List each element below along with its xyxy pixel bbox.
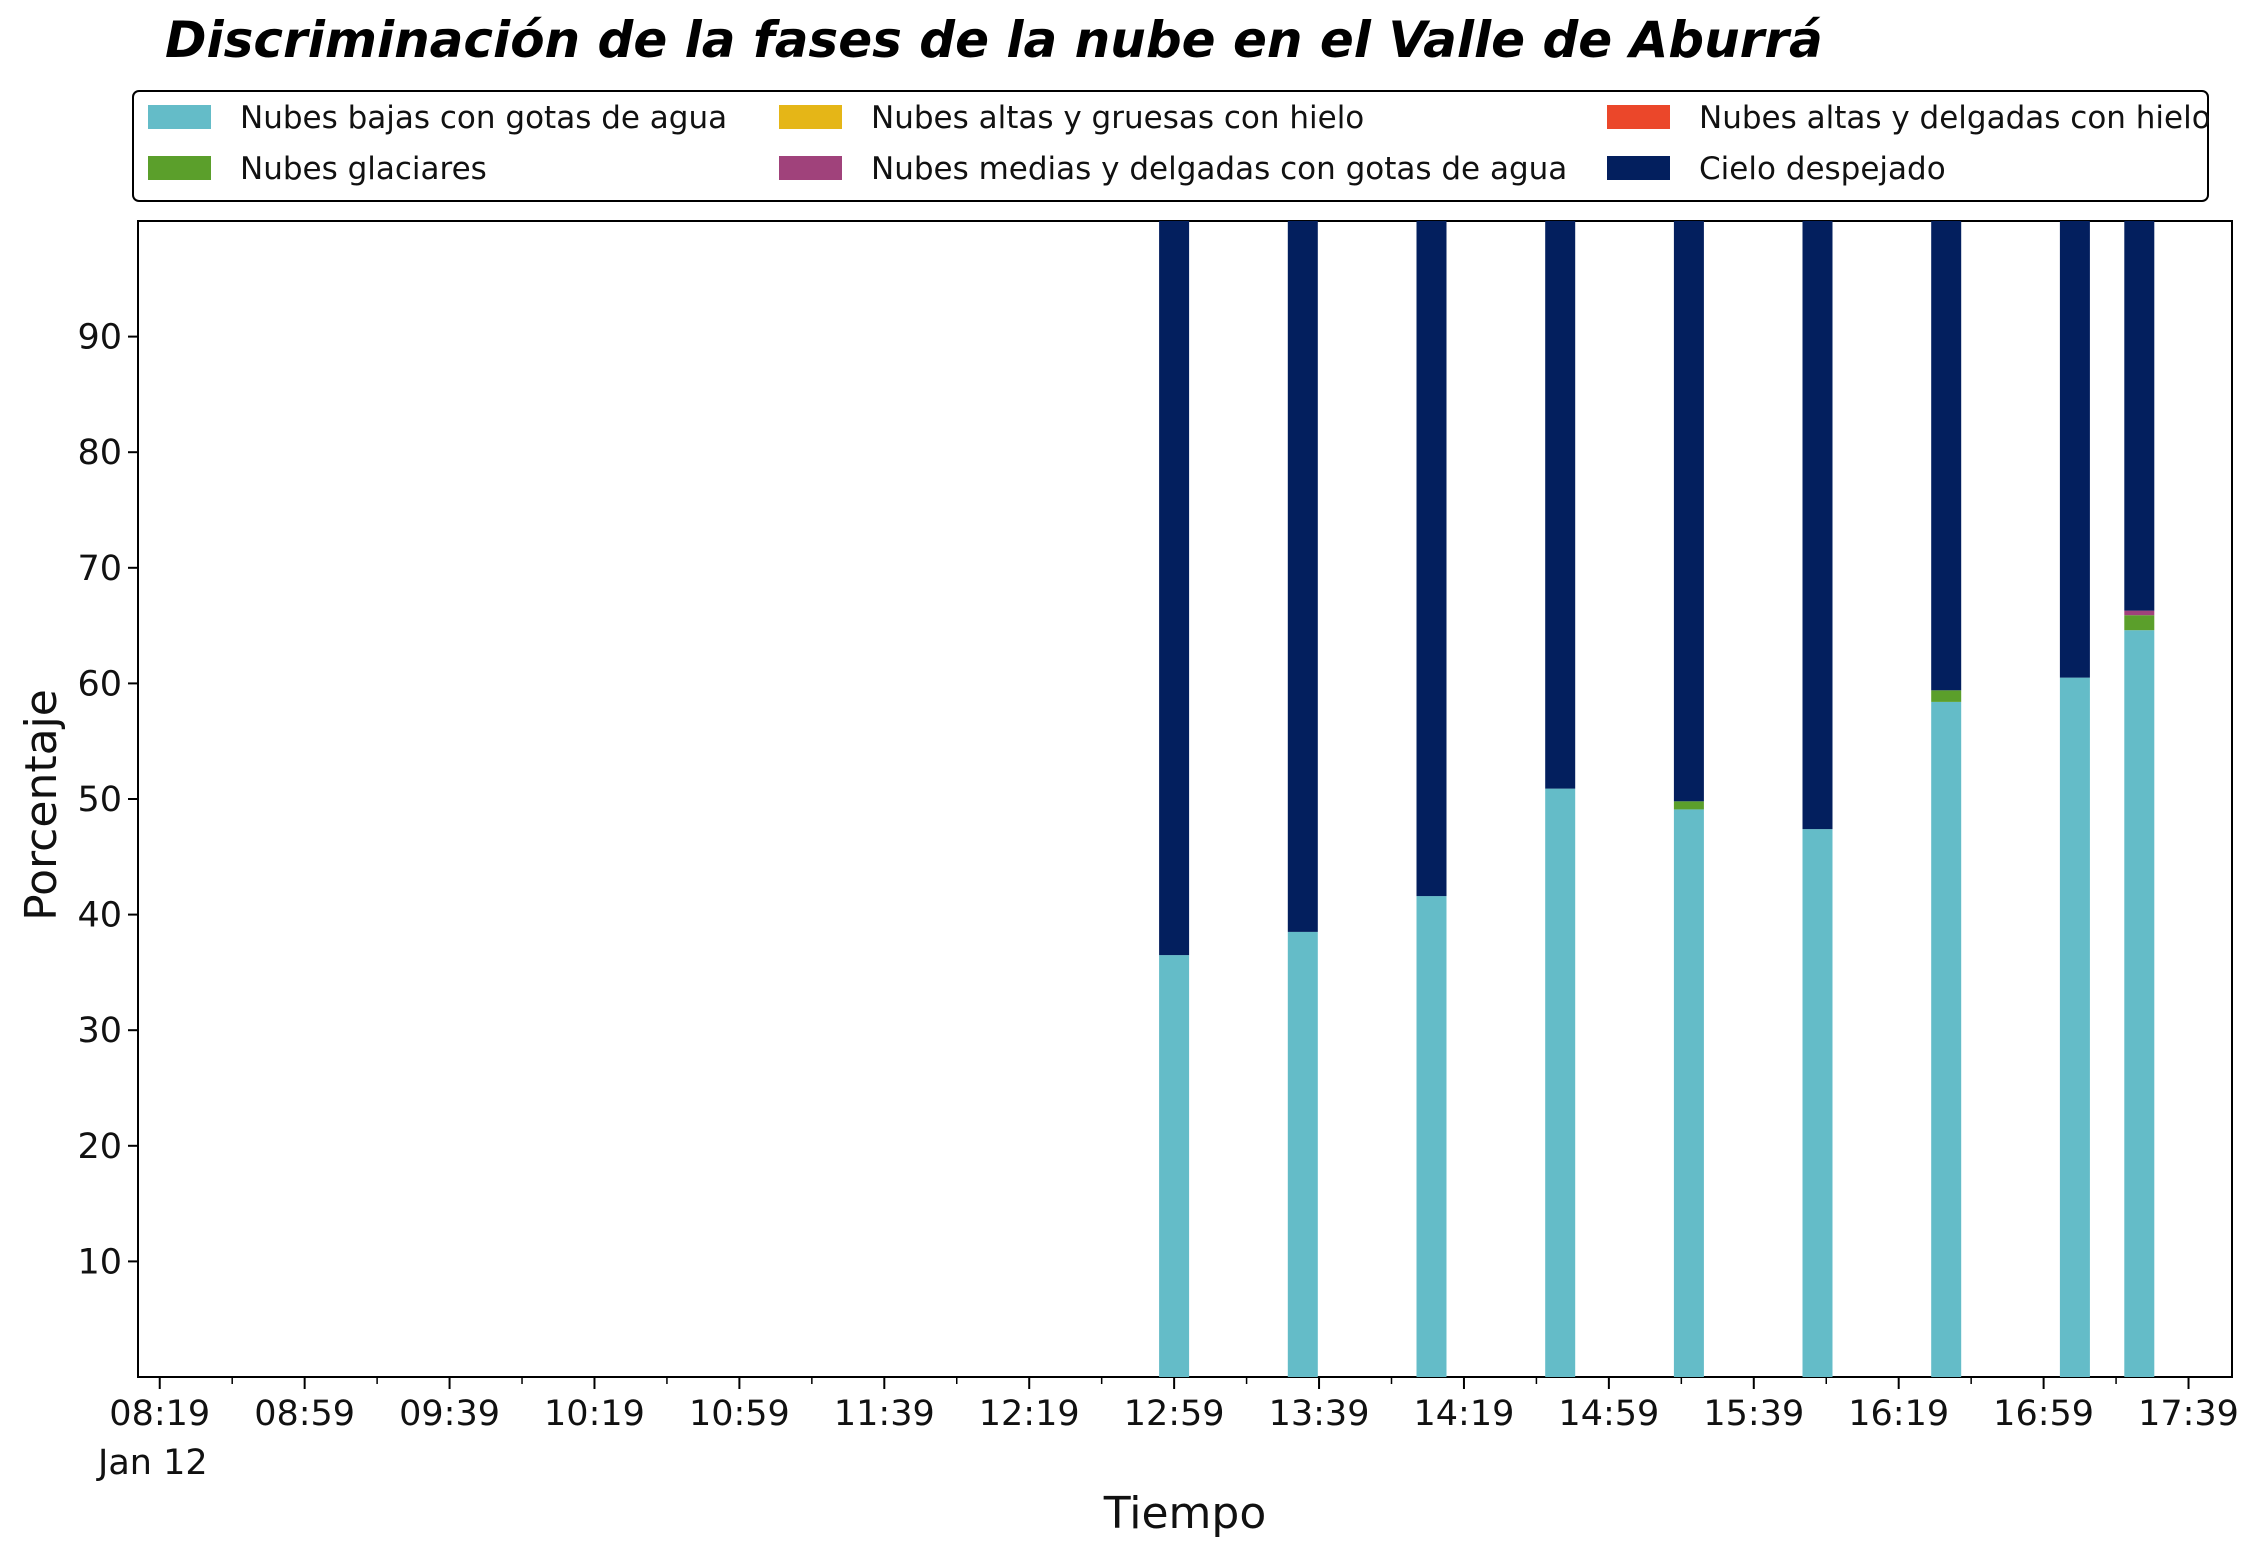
bar-segment-6-3 (1416, 221, 1447, 897)
x-tick-label: 09:39 (399, 1394, 500, 1434)
bar-segment-4-9 (2124, 610, 2155, 616)
x-tick-label: 08:19 (109, 1394, 210, 1434)
x-tick-label: 15:39 (1703, 1394, 1804, 1434)
y-tick-label: 20 (77, 1127, 122, 1167)
bar-segment-1-7 (1931, 701, 1962, 1377)
bar-segment-2-5 (1673, 801, 1704, 810)
bar-segment-2-9 (2124, 615, 2155, 631)
bar-segment-1-2 (1287, 931, 1318, 1377)
legend-label: Cielo despejado (1699, 151, 1946, 187)
y-tick-label: 70 (77, 549, 122, 589)
bar-segment-6-2 (1287, 221, 1318, 932)
x-tick-label: 12:19 (979, 1394, 1080, 1434)
legend-swatch (148, 156, 211, 180)
bar-segment-1-1 (1159, 955, 1190, 1377)
x-tick-label: 17:39 (2138, 1394, 2239, 1434)
bar-segment-1-3 (1416, 896, 1447, 1377)
x-tick-label: 14:59 (1558, 1394, 1659, 1434)
bar-segment-6-4 (1545, 221, 1576, 789)
x-axis-label: Tiempo (1103, 1488, 1267, 1539)
y-tick-label: 50 (77, 780, 122, 820)
bar-segment-6-1 (1159, 221, 1190, 956)
x-axis: 08:19 08:59 09:39 10:19 10:59 11:39 12:19 12:59… (109, 1377, 2239, 1434)
x-tick-label: 08:59 (254, 1394, 355, 1434)
legend-label: Nubes altas y gruesas con hielo (871, 100, 1364, 136)
legend-label: Nubes bajas con gotas de agua (240, 100, 727, 136)
bar-segment-2-7 (1931, 690, 1962, 702)
bar-segment-6-6 (1802, 221, 1833, 830)
legend-swatch (1607, 105, 1670, 129)
bar-segment-6-7 (1931, 221, 1962, 691)
legend-swatch (148, 105, 211, 129)
legend-swatch (779, 105, 842, 129)
legend-swatch (779, 156, 842, 180)
y-tick-label: 90 (77, 318, 122, 358)
y-tick-label: 10 (77, 1242, 122, 1282)
x-tick-label: 10:59 (689, 1394, 790, 1434)
y-tick-label: 80 (77, 433, 122, 473)
legend-swatch (1607, 156, 1670, 180)
bar-segment-1-8 (2059, 677, 2090, 1377)
x-tick-label: 16:59 (1993, 1394, 2094, 1434)
bars (1159, 221, 2155, 1377)
x-tick-label: 11:39 (834, 1394, 935, 1434)
bar-segment-6-9 (2124, 221, 2155, 611)
y-tick-label: 30 (77, 1011, 122, 1051)
y-axis: 10 20 30 40 50 60 70 80 90 (77, 318, 138, 1282)
bar-segment-6-5 (1673, 221, 1704, 802)
bar-segment-6-8 (2059, 221, 2090, 678)
legend-label: Nubes medias y delgadas con gotas de agu… (871, 151, 1567, 187)
x-tick-label: 16:19 (1848, 1394, 1949, 1434)
y-tick-label: 40 (77, 896, 122, 936)
bar-segment-1-5 (1673, 809, 1704, 1377)
legend-box (132, 90, 2209, 202)
bar-segment-1-6 (1802, 829, 1833, 1377)
y-tick-label: 60 (77, 664, 122, 704)
legend-label: Nubes glaciares (240, 151, 487, 187)
chart-title: Discriminación de la fases de la nube en… (165, 11, 1823, 69)
x-tick-label: 10:19 (544, 1394, 645, 1434)
x-tick-label: 13:39 (1269, 1394, 1370, 1434)
x-tick-label: 12:59 (1124, 1394, 1225, 1434)
bar-segment-1-4 (1545, 788, 1576, 1377)
y-axis-label: Porcentaje (16, 689, 67, 921)
legend-label: Nubes altas y delgadas con hielo (1699, 100, 2211, 136)
x-tick-label: 14:19 (1414, 1394, 1515, 1434)
x-date-label: Jan 12 (96, 1443, 208, 1483)
bar-segment-1-9 (2124, 630, 2155, 1377)
legend: Nubes bajas con gotas de agua Nubes glaci… (132, 90, 2211, 202)
